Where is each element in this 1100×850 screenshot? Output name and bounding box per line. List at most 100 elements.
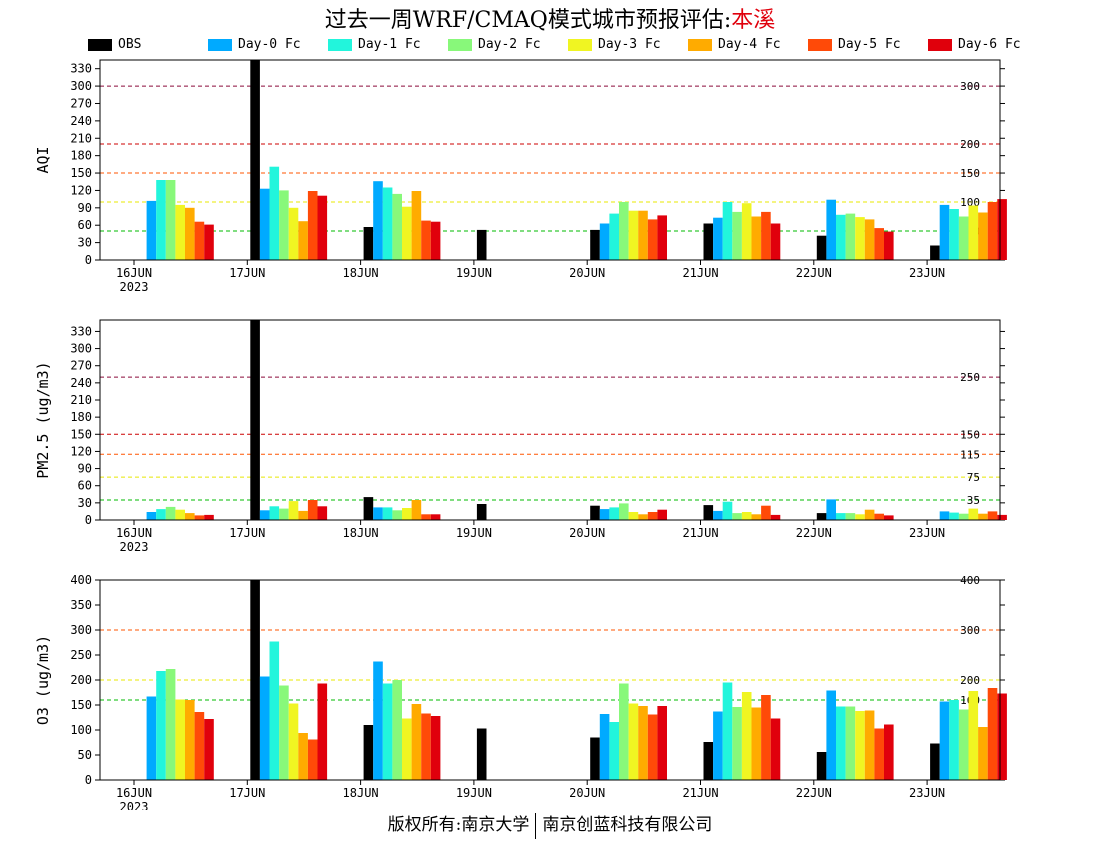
y-tick-label: 60 [78,218,92,232]
charts-container: AQI3002001501005003060901201501802102402… [34,59,1007,810]
bar-day-4-fc [298,510,308,520]
legend-swatch [568,39,592,51]
bar-day-5-fc [647,512,658,520]
x-year-label: 2023 [120,280,149,294]
bar-day-4-fc [298,733,308,780]
x-tick-label: 19JUN [456,786,492,800]
legend-swatch [88,39,112,51]
bar-day-1-fc [156,671,166,780]
bar-day-2-fc [619,683,629,780]
bar-day-2-fc [958,709,969,780]
bar-day-4-fc [864,509,875,520]
bar-day-6-fc [317,195,328,260]
threshold-label: 115 [960,448,980,461]
bar-day-5-fc [194,515,205,520]
bar-day-2-fc [392,193,402,260]
bar-day-5-fc [307,739,318,780]
bar-day-6-fc [657,215,667,260]
y-tick-label: 400 [70,573,92,587]
bar-day-2-fc [732,211,742,260]
threshold-label: 200 [960,674,980,687]
bar-day-5-fc [761,695,771,780]
bar-obs [250,580,260,780]
bar-day-0-fc [373,661,383,780]
bar-day-4-fc [411,500,422,520]
bar-obs [476,728,487,780]
footer: 版权所有:南京大学 南京创蓝科技有限公司 [0,810,1100,839]
bar-day-1-fc [382,683,393,780]
y-tick-label: 270 [70,96,92,110]
bar-day-2-fc [958,216,969,260]
x-tick-label: 17JUN [229,266,265,280]
x-tick-label: 22JUN [796,526,832,540]
bar-day-1-fc [722,501,733,520]
threshold-label: 150 [960,428,980,441]
title-city: 本溪 [731,8,776,33]
y-tick-label: 330 [70,62,92,76]
bar-obs [590,229,600,260]
bar-day-1-fc [836,214,846,260]
legend-swatch [328,39,352,51]
x-tick-label: 23JUN [909,786,945,800]
bar-day-2-fc [732,513,742,520]
bar-day-2-fc [279,190,289,260]
x-tick-label: 21JUN [682,266,718,280]
bar-day-5-fc [307,191,318,260]
bar-day-4-fc [978,513,988,520]
bar-obs [816,513,827,520]
bar-day-1-fc [269,641,280,780]
x-tick-label: 17JUN [229,526,265,540]
bar-day-4-fc [298,221,308,260]
bar-day-5-fc [874,728,884,780]
bar-day-0-fc [826,690,836,780]
bar-day-0-fc [939,511,950,520]
bar-day-6-fc [317,683,328,780]
threshold-label: 35 [967,494,980,507]
bar-day-1-fc [836,513,846,520]
legend-swatch [808,39,832,51]
legend-swatch [448,39,472,51]
x-tick-label: 16JUN [116,266,152,280]
y-tick-label: 210 [70,131,92,145]
bar-obs [816,235,827,260]
y-tick-label: 180 [70,149,92,163]
y-tick-label: 210 [70,393,92,407]
bar-day-5-fc [874,228,884,260]
x-tick-label: 23JUN [909,526,945,540]
x-tick-label: 19JUN [456,266,492,280]
legend-swatch [208,39,232,51]
bar-day-0-fc [713,217,723,260]
x-tick-label: 20JUN [569,786,605,800]
bar-day-3-fc [288,207,299,260]
bar-day-5-fc [194,712,205,780]
y-tick-label: 50 [78,748,92,762]
footer-right: 南京创蓝科技有限公司 [542,815,713,835]
bar-day-6-fc [884,724,894,780]
bar-day-3-fc [288,501,299,520]
bar-day-1-fc [382,507,393,520]
bar-day-3-fc [628,512,639,520]
bar-day-3-fc [968,508,979,520]
x-tick-label: 21JUN [682,786,718,800]
x-tick-label: 20JUN [569,266,605,280]
bar-day-1-fc [269,506,280,520]
bar-day-5-fc [987,511,998,520]
bar-obs [930,245,940,260]
bar-day-2-fc [279,685,289,780]
plot-frame [99,319,1001,521]
chart-panel-3: O3 (ug/m3)400300200160050100150200250300… [34,573,1007,810]
bar-day-3-fc [628,210,639,260]
bar-day-6-fc [430,514,441,520]
y-tick-label: 250 [70,648,92,662]
bar-day-2-fc [165,180,176,260]
bar-day-4-fc [411,704,422,780]
bar-obs [250,320,260,520]
bar-day-0-fc [826,199,836,260]
bar-day-3-fc [968,205,979,260]
legend-label: Day-5 Fc [838,37,901,52]
bar-day-5-fc [761,211,771,260]
bar-day-2-fc [392,510,402,520]
y-tick-label: 30 [78,496,92,510]
bar-day-2-fc [958,513,969,520]
threshold-label: 200 [960,138,980,151]
